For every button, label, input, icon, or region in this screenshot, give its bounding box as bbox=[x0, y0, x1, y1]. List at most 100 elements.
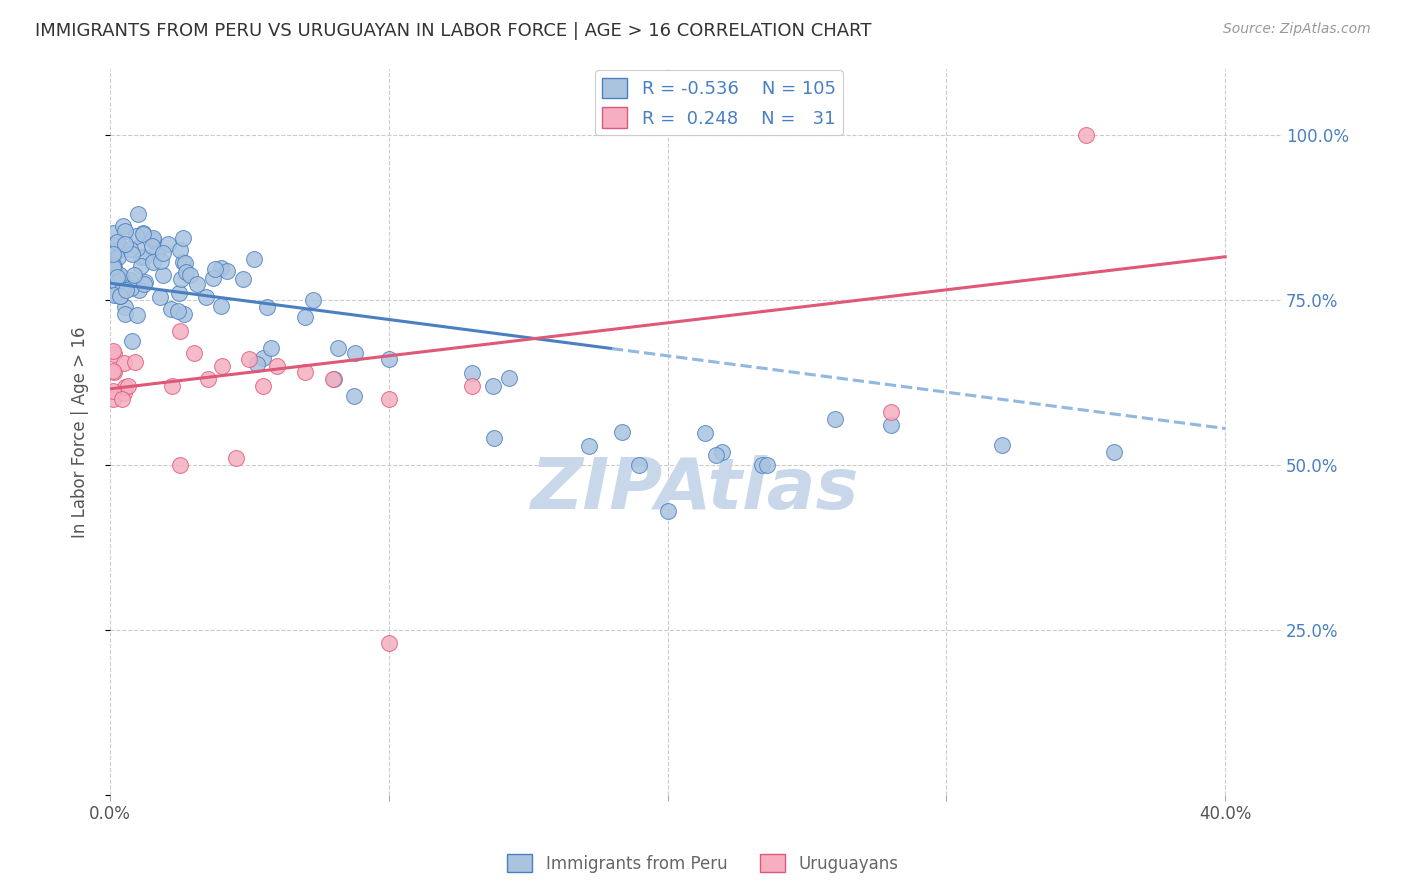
Point bbox=[169, 325, 191, 339]
Point bbox=[256, 300, 278, 314]
Point bbox=[695, 426, 717, 441]
Point bbox=[107, 250, 129, 264]
Point bbox=[170, 271, 193, 285]
Point bbox=[114, 283, 136, 297]
Point bbox=[628, 458, 651, 472]
Point bbox=[141, 239, 163, 253]
Point bbox=[160, 301, 183, 316]
Point bbox=[461, 366, 484, 380]
Point bbox=[481, 379, 503, 393]
Point bbox=[326, 341, 349, 355]
Point bbox=[103, 287, 125, 301]
Point bbox=[179, 268, 201, 283]
Point bbox=[125, 228, 148, 243]
Point bbox=[114, 236, 136, 251]
Point bbox=[101, 254, 124, 268]
Point bbox=[710, 445, 733, 459]
Point bbox=[101, 247, 124, 261]
Point bbox=[378, 636, 401, 650]
Point bbox=[152, 268, 174, 282]
Point bbox=[114, 300, 136, 314]
Point bbox=[578, 439, 600, 453]
Point bbox=[108, 268, 131, 282]
Point bbox=[114, 308, 136, 322]
Point bbox=[174, 256, 197, 270]
Point bbox=[482, 431, 505, 445]
Point bbox=[302, 293, 325, 308]
Point bbox=[294, 365, 316, 379]
Point bbox=[103, 347, 125, 361]
Point bbox=[101, 258, 124, 272]
Point bbox=[132, 227, 155, 241]
Point bbox=[232, 272, 254, 286]
Point bbox=[124, 354, 146, 368]
Point bbox=[751, 458, 773, 472]
Point bbox=[103, 365, 125, 379]
Point bbox=[132, 251, 155, 265]
Point bbox=[172, 230, 194, 244]
Point bbox=[127, 207, 149, 221]
Point bbox=[148, 290, 170, 304]
Point bbox=[704, 448, 727, 462]
Point bbox=[142, 233, 165, 247]
Point bbox=[169, 243, 191, 257]
Point bbox=[132, 277, 155, 292]
Point bbox=[118, 272, 141, 286]
Y-axis label: In Labor Force | Age > 16: In Labor Force | Age > 16 bbox=[72, 326, 89, 538]
Point bbox=[132, 227, 155, 241]
Point bbox=[105, 276, 128, 290]
Point bbox=[323, 372, 346, 386]
Point bbox=[111, 219, 134, 234]
Point bbox=[103, 238, 125, 252]
Point bbox=[1074, 128, 1097, 142]
Point bbox=[150, 254, 173, 268]
Point bbox=[121, 247, 143, 261]
Point bbox=[166, 304, 188, 318]
Point bbox=[156, 237, 179, 252]
Point bbox=[142, 255, 165, 269]
Point bbox=[202, 271, 225, 285]
Point bbox=[378, 352, 401, 367]
Point bbox=[756, 458, 779, 472]
Point bbox=[610, 425, 633, 439]
Point bbox=[101, 245, 124, 260]
Point bbox=[145, 244, 167, 258]
Point bbox=[134, 275, 156, 289]
Point bbox=[110, 241, 132, 255]
Point bbox=[108, 244, 131, 258]
Point bbox=[194, 290, 217, 304]
Point bbox=[657, 504, 679, 518]
Point bbox=[103, 260, 125, 274]
Point bbox=[101, 260, 124, 275]
Point bbox=[117, 379, 139, 393]
Point bbox=[122, 268, 145, 283]
Point bbox=[114, 224, 136, 238]
Point bbox=[461, 378, 484, 392]
Point bbox=[378, 392, 401, 406]
Point bbox=[204, 262, 226, 277]
Point bbox=[118, 242, 141, 256]
Point bbox=[142, 230, 165, 244]
Point bbox=[152, 245, 174, 260]
Point bbox=[127, 241, 149, 255]
Point bbox=[197, 372, 219, 386]
Point bbox=[120, 281, 142, 295]
Point bbox=[105, 269, 128, 284]
Point bbox=[101, 364, 124, 378]
Point bbox=[173, 307, 195, 321]
Point bbox=[112, 386, 135, 401]
Point bbox=[108, 289, 131, 303]
Point bbox=[101, 244, 124, 258]
Point bbox=[125, 308, 148, 322]
Point bbox=[209, 261, 232, 276]
Point bbox=[169, 458, 191, 472]
Text: IMMIGRANTS FROM PERU VS URUGUAYAN IN LABOR FORCE | AGE > 16 CORRELATION CHART: IMMIGRANTS FROM PERU VS URUGUAYAN IN LAB… bbox=[35, 22, 872, 40]
Point bbox=[111, 392, 134, 406]
Point bbox=[260, 341, 283, 355]
Point bbox=[174, 265, 197, 279]
Point bbox=[128, 283, 150, 297]
Point bbox=[101, 227, 124, 241]
Point bbox=[252, 351, 274, 365]
Point bbox=[103, 287, 125, 301]
Point bbox=[110, 269, 132, 284]
